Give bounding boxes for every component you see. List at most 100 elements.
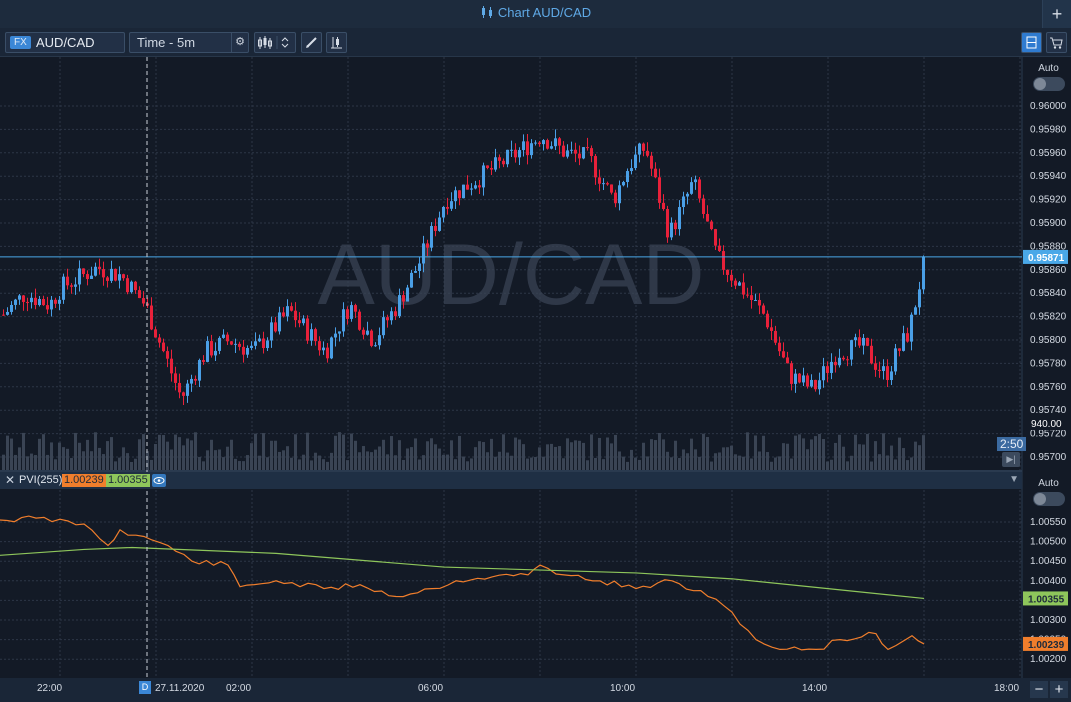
gear-icon[interactable]: ⚙ — [231, 33, 248, 52]
candle — [274, 316, 277, 333]
candle-body — [338, 331, 341, 334]
candle — [462, 184, 465, 199]
symbol-text: AUD/CAD — [36, 35, 95, 50]
candle-body — [418, 263, 421, 271]
volume-bar — [42, 434, 45, 470]
volume-bar — [114, 461, 117, 470]
timeframe-selector[interactable]: Time - 5m ⚙ — [129, 32, 249, 53]
candle-body — [358, 311, 361, 330]
volume-bar — [394, 455, 397, 470]
pvi-auto-scale[interactable]: Auto — [1026, 478, 1071, 506]
candle — [214, 342, 217, 362]
candle — [70, 283, 73, 294]
pvi-tick: 1.00450 — [1030, 556, 1067, 567]
candle — [178, 373, 181, 399]
volume-bar — [534, 457, 537, 470]
candle — [694, 175, 697, 190]
candle — [830, 353, 833, 380]
pvi-auto-toggle[interactable] — [1032, 492, 1065, 506]
zoom-in-button[interactable]: + — [1050, 681, 1068, 698]
volume-bar — [366, 451, 369, 470]
candle — [914, 305, 917, 315]
candle-body — [126, 278, 129, 293]
volume-value: 940.00 — [1031, 419, 1062, 430]
candle-body — [78, 268, 81, 285]
volume-bar — [426, 441, 429, 470]
candle-body — [206, 341, 209, 362]
symbol-selector[interactable]: FX AUD/CAD — [5, 32, 125, 53]
candle — [482, 162, 485, 196]
candle — [94, 262, 97, 277]
candle — [750, 286, 753, 309]
candle — [374, 342, 377, 347]
candle — [202, 355, 205, 365]
volume-bar — [622, 456, 625, 470]
candle — [194, 375, 197, 386]
candle-body — [106, 277, 109, 281]
volume-bar — [890, 445, 893, 470]
candle — [774, 325, 777, 346]
candle — [366, 321, 369, 336]
eye-icon[interactable] — [152, 474, 166, 487]
volume-bar — [454, 459, 457, 470]
candle-body — [178, 382, 181, 393]
volume-bar — [794, 435, 797, 470]
candlestick-type-icon — [258, 36, 289, 49]
candle-body — [798, 373, 801, 383]
candlestick-icon — [481, 6, 492, 18]
candle — [898, 348, 901, 357]
candle — [162, 338, 165, 353]
price-auto-scale[interactable]: Auto — [1026, 63, 1071, 91]
volume-bar — [306, 432, 309, 470]
volume-bar — [390, 436, 393, 470]
indicator-button[interactable] — [326, 32, 347, 53]
candle — [542, 139, 545, 151]
price-auto-toggle[interactable] — [1032, 77, 1065, 91]
pvi-header: ✕ PVI(255) 1.00239 1.00355 — [0, 472, 1022, 489]
candle-body — [474, 185, 477, 189]
candle — [450, 192, 453, 211]
candle — [102, 261, 105, 286]
volume-bar — [190, 440, 193, 470]
draw-tool-button[interactable] — [301, 32, 322, 53]
candle-body — [802, 375, 805, 383]
chart-type-button[interactable] — [254, 32, 296, 53]
window-title-bar: Chart AUD/CAD + — [0, 0, 1071, 28]
candle-body — [298, 320, 301, 324]
candle-body — [590, 148, 593, 157]
volume-bar — [666, 451, 669, 470]
candle-body — [454, 190, 457, 202]
price-chart[interactable]: AUD/CAD 0.96000 0.95980 0.95960 0.95940 0.95… — [0, 57, 1071, 678]
volume-bar — [922, 435, 925, 470]
candle — [870, 338, 873, 365]
new-window-button[interactable]: + — [1042, 0, 1071, 28]
candle — [34, 288, 37, 310]
candle-body — [362, 329, 365, 335]
scroll-to-latest-icon[interactable]: ▶| — [1002, 452, 1020, 467]
candle-body — [422, 243, 425, 264]
candle — [890, 365, 893, 386]
candle-body — [370, 330, 373, 346]
candle — [882, 359, 885, 380]
collapse-icon[interactable]: ▼ — [1009, 474, 1019, 485]
candle-body — [770, 327, 773, 331]
zoom-out-button[interactable]: − — [1030, 681, 1048, 698]
candle-body — [62, 276, 65, 300]
volume-bar — [734, 454, 737, 470]
candle — [50, 296, 53, 317]
candle-body — [882, 366, 885, 371]
pvi-signal-line — [0, 546, 925, 600]
candle — [598, 169, 601, 192]
candle-body — [142, 298, 145, 304]
layout-button[interactable] — [1021, 32, 1042, 53]
candle-body — [582, 147, 585, 159]
candle — [286, 299, 289, 322]
trade-button[interactable] — [1046, 32, 1067, 53]
close-indicator-icon[interactable]: ✕ — [5, 473, 16, 487]
volume-bar — [738, 455, 741, 470]
candle-body — [90, 275, 93, 279]
candle-body — [554, 138, 557, 147]
candle-body — [526, 141, 529, 156]
candle — [134, 280, 137, 294]
candle — [630, 159, 633, 175]
